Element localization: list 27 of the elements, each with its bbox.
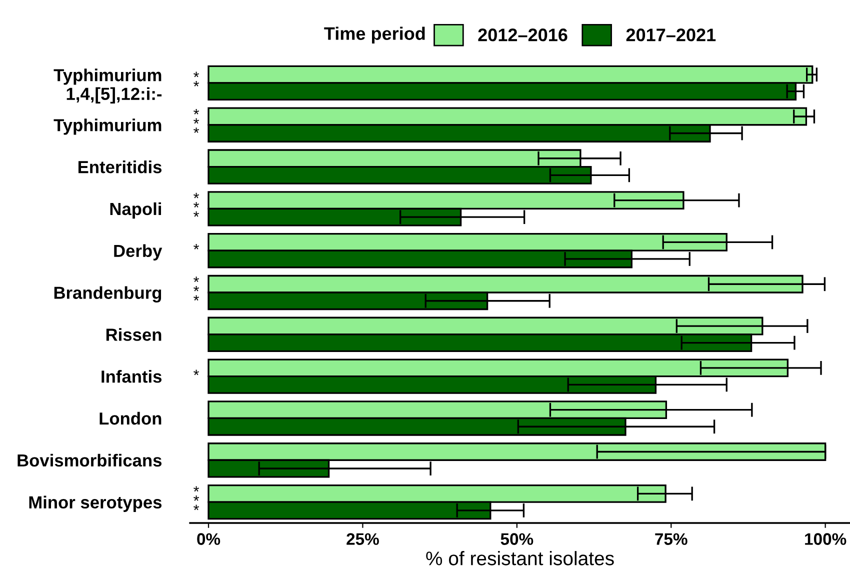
y-tick-label: London bbox=[100, 412, 162, 425]
annotation: *** bbox=[194, 109, 200, 133]
y-tick-label: Infantis bbox=[102, 370, 162, 383]
x-axis-title: % of resistant isolates bbox=[426, 551, 614, 566]
y-tick-label: Derby bbox=[114, 244, 162, 260]
legend-label: 2012–2016 bbox=[478, 28, 568, 42]
annotation: * bbox=[194, 244, 200, 250]
x-tick-label: 75% bbox=[655, 533, 688, 545]
y-tick-label: Rissen bbox=[106, 328, 162, 341]
y-tick-label: Typhimurium 1,4,[5],12:i:- bbox=[54, 68, 162, 104]
x-tick-label: 100% bbox=[805, 533, 846, 545]
y-tick-label: Bovismorbificans bbox=[18, 454, 162, 467]
y-tick-label: Minor serotypes bbox=[29, 496, 162, 512]
annotation: ** bbox=[194, 72, 200, 86]
legend-title: Time period bbox=[324, 26, 425, 44]
y-tick-label: Brandenburg bbox=[54, 286, 162, 302]
annotation: * bbox=[194, 370, 200, 376]
y-tick-label: Napoli bbox=[110, 202, 161, 219]
x-tick-label: 50% bbox=[500, 533, 534, 545]
x-tick-label: 0% bbox=[197, 533, 220, 545]
annotation: *** bbox=[194, 192, 200, 217]
annotation: *** bbox=[194, 276, 200, 301]
x-tick-label: 25% bbox=[346, 533, 379, 545]
y-tick-label: Enteritidis bbox=[78, 160, 162, 174]
y-tick-label: Typhimurium bbox=[54, 118, 162, 135]
legend-label: 2017–2021 bbox=[626, 28, 716, 42]
annotation: *** bbox=[194, 486, 200, 510]
